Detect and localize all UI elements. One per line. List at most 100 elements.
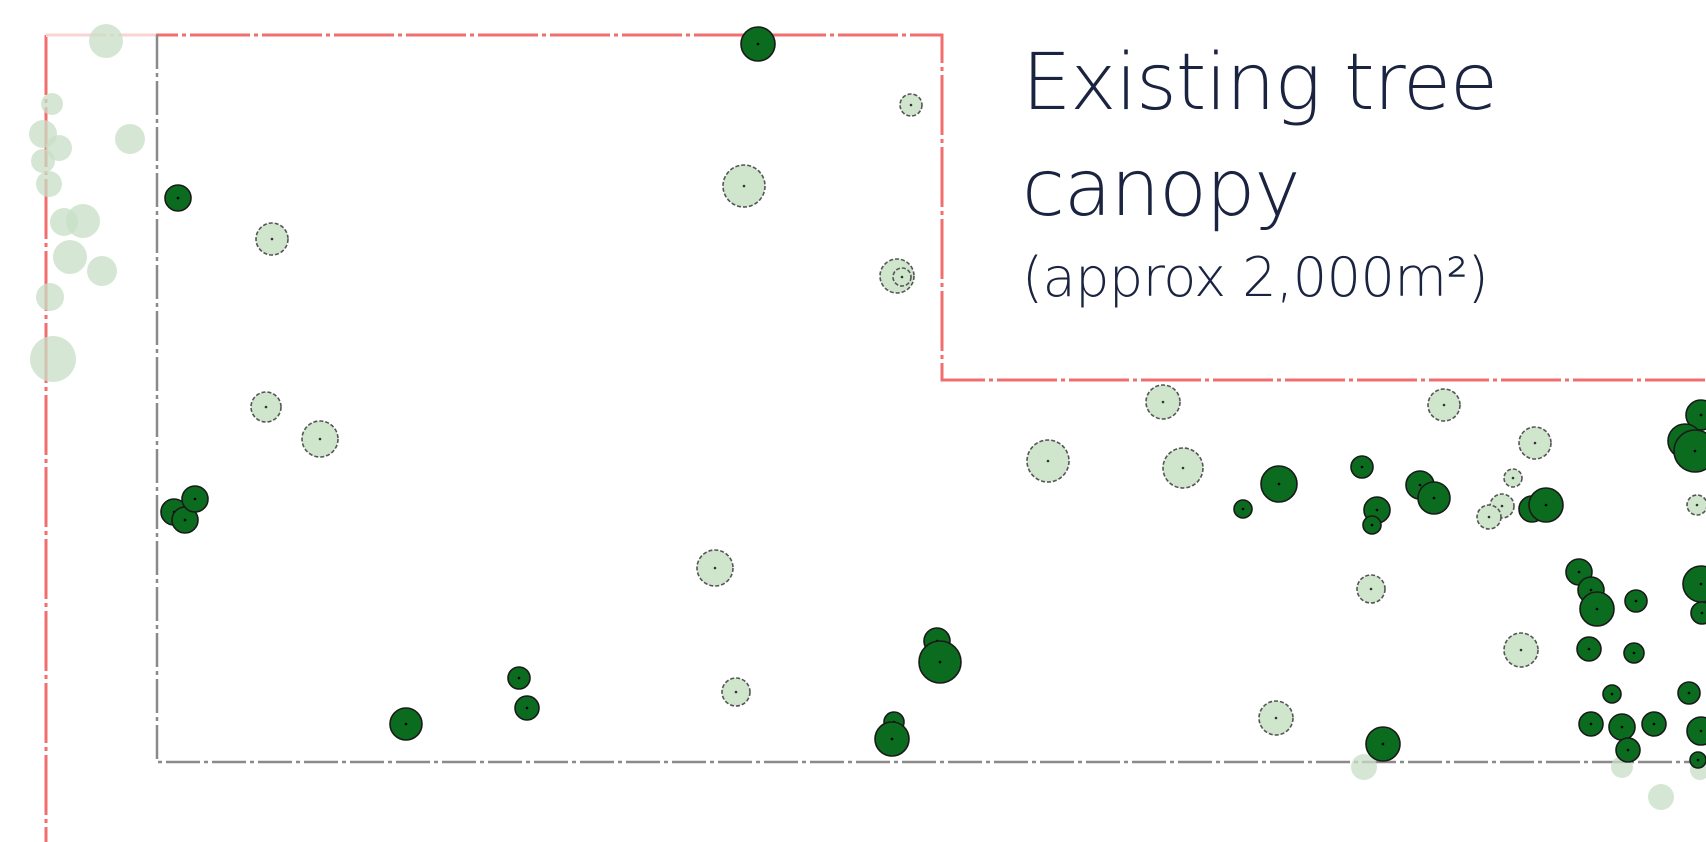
retained-tree-trunk-marker xyxy=(1418,483,1422,487)
caption-title-line2: canopy xyxy=(1022,144,1301,234)
retained-tree-trunk-marker xyxy=(1432,496,1436,500)
offsite-tree xyxy=(53,240,87,274)
retained-tree-trunk-marker xyxy=(1595,607,1599,611)
retained-tree xyxy=(514,695,540,721)
offsite-tree xyxy=(1648,784,1674,810)
retained-tree xyxy=(1615,737,1641,763)
retained-tree-trunk-marker xyxy=(525,706,529,710)
existing-tree-trunk-marker xyxy=(1369,587,1373,591)
existing-tree xyxy=(1427,388,1461,422)
existing-tree-trunk-marker xyxy=(1500,504,1504,508)
retained-tree xyxy=(1578,711,1604,737)
retained-tree xyxy=(1233,499,1253,519)
offsite-tree-canopy xyxy=(89,24,123,58)
existing-tree-trunk-marker xyxy=(713,566,717,570)
offsite-tree-canopy xyxy=(1351,754,1377,780)
offsite-tree-canopy xyxy=(1648,784,1674,810)
retained-tree xyxy=(1528,487,1564,523)
retained-tree-trunk-marker xyxy=(1693,449,1697,453)
existing-tree xyxy=(1258,700,1294,736)
retained-tree xyxy=(918,640,962,684)
retained-tree xyxy=(1690,601,1706,625)
retained-tree-trunk-marker xyxy=(1360,465,1364,469)
retained-tree-trunk-marker xyxy=(1696,758,1700,762)
retained-tree-trunk-marker xyxy=(1700,611,1704,615)
existing-tree xyxy=(1476,504,1502,530)
retained-tree xyxy=(1350,455,1374,479)
retained-tree-trunk-marker xyxy=(1699,582,1703,586)
retained-tree-trunk-marker xyxy=(1634,599,1638,603)
existing-tree xyxy=(1145,384,1181,420)
retained-tree xyxy=(1689,751,1706,769)
existing-tree-trunk-marker xyxy=(900,275,904,279)
existing-tree xyxy=(1356,574,1386,604)
existing-tree-trunk-marker xyxy=(270,237,274,241)
existing-tree xyxy=(892,267,912,287)
retained-tree xyxy=(1682,565,1706,603)
retained-tree xyxy=(1365,726,1401,762)
retained-tree-trunk-marker xyxy=(1587,647,1591,651)
existing-tree xyxy=(255,222,289,256)
retained-tree xyxy=(1673,429,1706,473)
lot-boundary xyxy=(155,35,1706,764)
retained-tree-trunk-marker xyxy=(1370,523,1374,527)
existing-tree-trunk-marker xyxy=(1533,441,1537,445)
retained-tree xyxy=(1623,642,1645,664)
retained-tree-canopy xyxy=(1682,565,1706,603)
existing-tree-trunk-marker xyxy=(742,184,746,188)
existing-tree xyxy=(696,549,734,587)
retained-tree xyxy=(1362,515,1382,535)
offsite-tree-canopy xyxy=(115,124,145,154)
retained-tree xyxy=(164,184,192,212)
tree-layer xyxy=(29,24,1706,810)
caption-subtitle: (approx 2,000m²) xyxy=(1022,246,1489,309)
existing-tree-trunk-marker xyxy=(1695,503,1699,507)
retained-tree-trunk-marker xyxy=(193,497,197,501)
retained-tree-trunk-marker xyxy=(1277,482,1281,486)
retained-tree-canopy xyxy=(1686,716,1706,746)
offsite-tree xyxy=(36,171,62,197)
site-boundary xyxy=(44,33,1706,842)
existing-tree xyxy=(1503,632,1539,668)
retained-tree-canopy xyxy=(1685,399,1706,431)
offsite-tree-canopy xyxy=(66,204,100,238)
existing-tree xyxy=(301,420,339,458)
retained-tree xyxy=(1417,481,1451,515)
retained-tree-trunk-marker xyxy=(1620,725,1624,729)
retained-tree-trunk-marker xyxy=(176,196,180,200)
retained-tree-trunk-marker xyxy=(1687,691,1691,695)
offsite-tree xyxy=(41,93,63,115)
offsite-tree-canopy xyxy=(41,93,63,115)
retained-tree xyxy=(1624,589,1648,613)
canopy-caption: Existing tree canopy (approx 2,000m²) xyxy=(1022,30,1498,318)
existing-tree-trunk-marker xyxy=(318,437,322,441)
retained-tree xyxy=(181,485,209,513)
retained-tree xyxy=(1641,711,1667,737)
caption-title-line1: Existing tree xyxy=(1022,38,1498,128)
offsite-tree xyxy=(1351,754,1377,780)
offsite-tree xyxy=(31,149,55,173)
retained-tree xyxy=(740,26,776,62)
retained-tree-trunk-marker xyxy=(1652,722,1656,726)
existing-tree-trunk-marker xyxy=(1442,403,1446,407)
existing-tree xyxy=(1686,494,1706,516)
existing-tree-trunk-marker xyxy=(1161,400,1165,404)
retained-tree-trunk-marker xyxy=(1577,570,1581,574)
retained-tree xyxy=(1685,399,1706,431)
retained-tree-trunk-marker xyxy=(1241,507,1245,511)
retained-tree xyxy=(1608,713,1636,741)
offsite-tree xyxy=(87,256,117,286)
existing-tree xyxy=(899,93,923,117)
retained-tree xyxy=(1602,684,1622,704)
retained-tree xyxy=(874,721,910,757)
offsite-tree xyxy=(36,283,64,311)
retained-tree-trunk-marker xyxy=(1381,742,1385,746)
retained-tree-trunk-marker xyxy=(517,676,521,680)
existing-tree xyxy=(250,391,282,423)
retained-tree xyxy=(389,707,423,741)
retained-tree-trunk-marker xyxy=(1589,722,1593,726)
retained-tree-trunk-marker xyxy=(183,518,187,522)
retained-tree-canopy xyxy=(1673,429,1706,473)
existing-tree-trunk-marker xyxy=(1487,515,1491,519)
